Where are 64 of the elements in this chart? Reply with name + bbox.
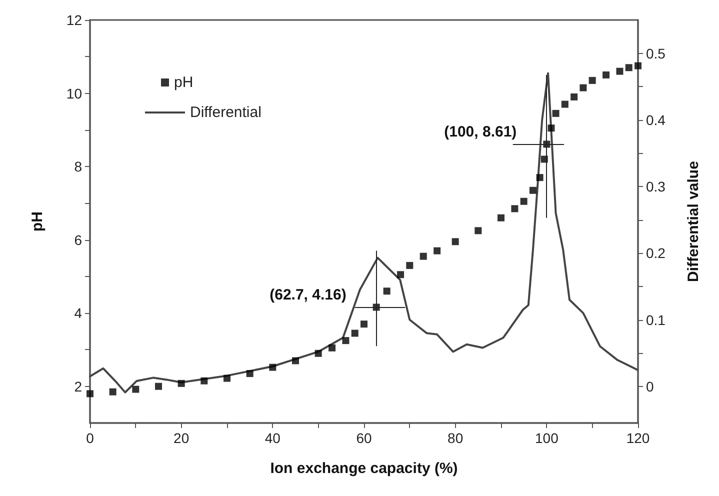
point xyxy=(86,390,94,398)
point xyxy=(109,388,116,396)
y2-tick-label: 0.1 xyxy=(646,312,666,328)
legend-label: pH xyxy=(174,74,194,91)
point xyxy=(536,174,544,182)
point xyxy=(342,337,350,344)
point xyxy=(634,62,642,70)
point xyxy=(246,370,254,378)
x-tick-label: 100 xyxy=(534,430,559,446)
x-axis-title: Ion exchange capacity (%) xyxy=(270,460,458,477)
x-tick-label: 120 xyxy=(626,430,650,446)
y2-tick-label: 0.3 xyxy=(646,178,666,195)
y-axis-title: pH xyxy=(29,212,46,232)
point xyxy=(132,386,140,393)
point xyxy=(602,71,610,78)
x-tick-label: 20 xyxy=(174,430,190,446)
point xyxy=(511,205,518,212)
annotation: (62.7, 4.16) xyxy=(270,286,346,304)
point xyxy=(314,350,322,357)
y2-tick-label: 0 xyxy=(646,378,654,394)
point xyxy=(452,238,459,246)
y-tick-label: 6 xyxy=(74,232,82,248)
point xyxy=(178,380,185,387)
point xyxy=(155,382,162,390)
point xyxy=(383,288,390,295)
point xyxy=(200,377,208,384)
point xyxy=(548,124,555,132)
point xyxy=(406,262,414,269)
legend-label: Differential xyxy=(190,104,262,121)
y2-tick-label: 0.5 xyxy=(646,45,666,62)
point xyxy=(474,227,482,234)
x-tick-label: 0 xyxy=(86,430,94,446)
y-tick-label: 2 xyxy=(74,378,82,394)
y-tick-label: 8 xyxy=(74,158,82,175)
point xyxy=(552,110,560,117)
x-tick-label: 80 xyxy=(448,430,464,446)
y2-tick-label: 0.2 xyxy=(646,245,666,262)
annotation: (100, 8.61) xyxy=(444,124,517,141)
point xyxy=(397,271,404,278)
point xyxy=(520,198,528,205)
y-tick-label: 4 xyxy=(74,305,82,322)
y-tick-label: 10 xyxy=(66,85,82,102)
point xyxy=(498,214,504,222)
point xyxy=(616,68,624,75)
point xyxy=(328,344,336,352)
point xyxy=(529,186,536,194)
point xyxy=(588,76,596,84)
y2-axis-title: Differential value xyxy=(685,161,702,282)
point xyxy=(224,374,230,382)
line-series xyxy=(89,72,638,394)
point xyxy=(269,364,276,371)
point xyxy=(351,330,358,337)
point xyxy=(561,100,568,108)
x-tick-label: 40 xyxy=(264,430,281,446)
point xyxy=(434,247,441,254)
point xyxy=(580,84,587,92)
point xyxy=(292,357,299,364)
point xyxy=(570,93,578,100)
y-tick-label: 12 xyxy=(66,12,82,28)
x-tick-label: 60 xyxy=(356,430,372,446)
y2-tick-label: 0.4 xyxy=(646,112,666,128)
point xyxy=(625,64,632,72)
point xyxy=(360,320,368,328)
point xyxy=(420,252,427,260)
